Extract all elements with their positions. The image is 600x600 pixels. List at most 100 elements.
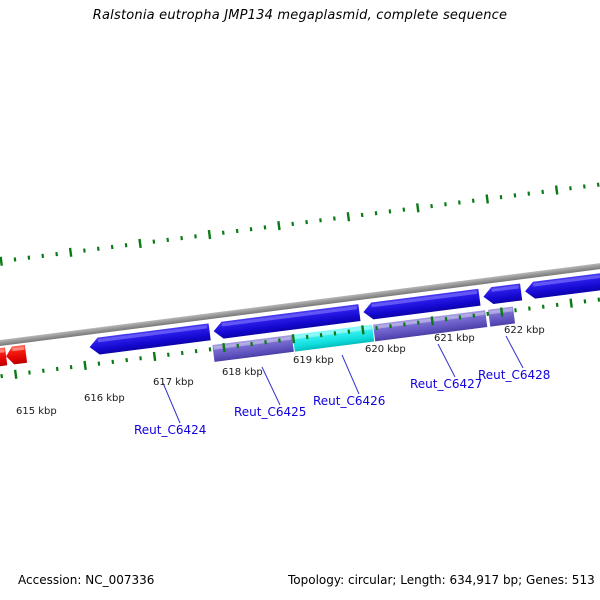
ruler-minor-tick — [444, 202, 447, 207]
gene-arrow-highlight — [97, 325, 208, 343]
ruler-minor-tick — [458, 315, 462, 320]
ruler-major-tick — [416, 203, 420, 213]
gene-label[interactable]: Reut_C6427 — [410, 377, 482, 391]
ruler-minor-tick — [458, 200, 461, 205]
ruler-minor-tick — [152, 239, 156, 244]
ruler-minor-tick — [486, 311, 490, 316]
ruler-minor-tick — [360, 212, 364, 218]
ruler-major-tick — [554, 185, 559, 195]
scale-tick-label: 617 kbp — [153, 377, 194, 388]
ruler-major-tick — [430, 316, 435, 326]
ruler-minor-tick — [208, 347, 212, 352]
gene-feature-forward[interactable] — [213, 304, 361, 340]
gene-arrow-highlight — [371, 290, 477, 308]
gene-label[interactable]: Reut_C6424 — [134, 423, 206, 437]
ruler-minor-tick — [166, 352, 170, 357]
ruler-minor-tick — [42, 368, 45, 373]
ruler-minor-tick — [541, 189, 545, 194]
gene-label[interactable]: Reut_C6425 — [234, 405, 306, 419]
rrna-feature[interactable] — [0, 347, 8, 367]
ruler-major-tick — [68, 247, 73, 257]
ruler-minor-tick — [374, 211, 378, 216]
ruler-minor-tick — [263, 225, 267, 230]
ruler-minor-tick — [499, 195, 503, 200]
ruler-minor-tick — [194, 234, 197, 239]
ruler-minor-tick — [528, 306, 531, 311]
gene-bar-shape[interactable] — [212, 334, 294, 362]
ruler-minor-tick — [83, 248, 86, 253]
ruler-minor-tick — [375, 325, 378, 331]
ruler-major-tick — [499, 307, 504, 317]
ruler-major-tick — [346, 212, 351, 222]
ruler-minor-tick — [582, 184, 586, 189]
ruler-major-tick — [207, 229, 212, 240]
page-title: Ralstonia eutropha JMP134 megaplasmid, c… — [92, 8, 508, 23]
ruler-minor-tick — [472, 313, 476, 318]
ruler-minor-tick — [13, 257, 17, 262]
ruler-minor-tick — [180, 350, 184, 356]
ruler-minor-tick — [319, 333, 323, 338]
gene-arrow-highlight — [533, 274, 600, 287]
rrna-feature-group — [0, 344, 28, 367]
gene-feature-forward[interactable] — [524, 273, 600, 300]
scale-tick-label: 616 kbp — [84, 393, 125, 404]
forward-strand-gene-track[interactable] — [89, 273, 600, 356]
ruler-major-tick — [152, 351, 157, 362]
ruler-minor-tick — [389, 324, 392, 329]
gene-bar-highlight — [374, 311, 485, 330]
gene-bar-shape[interactable] — [373, 310, 488, 342]
outer-ruler-track — [0, 182, 600, 266]
ruler-minor-tick — [514, 308, 517, 313]
ruler-minor-tick — [278, 338, 281, 343]
gene-label[interactable]: Reut_C6426 — [313, 394, 385, 408]
ruler-minor-tick — [333, 331, 337, 336]
gene-feature-forward[interactable] — [89, 323, 211, 355]
ruler-minor-tick — [513, 193, 517, 198]
gene-label[interactable]: Reut_C6428 — [478, 368, 550, 382]
ruler-minor-tick — [110, 244, 114, 250]
genome-backbone-line — [0, 256, 600, 351]
scale-tick-label: 620 kbp — [365, 344, 406, 355]
ruler-minor-tick — [388, 209, 392, 214]
ruler-minor-tick — [597, 297, 600, 302]
ruler-minor-tick — [305, 219, 308, 225]
ruler-major-tick — [83, 360, 87, 371]
ruler-minor-tick — [402, 207, 406, 212]
ruler-major-tick — [277, 221, 281, 231]
scale-tick-label: 618 kbp — [222, 367, 263, 378]
ruler-major-tick — [485, 194, 489, 204]
ruler-minor-tick — [416, 320, 420, 325]
gene-label-leader-line — [261, 366, 281, 406]
ruler-major-tick — [0, 256, 3, 266]
ruler-minor-tick — [430, 203, 433, 209]
gene-bar-shape[interactable] — [488, 306, 516, 327]
ruler-minor-tick — [333, 216, 336, 221]
ruler-minor-tick — [555, 302, 559, 308]
ruler-minor-tick — [291, 221, 295, 226]
ruler-minor-tick — [96, 246, 100, 251]
gene-label-leader-line — [162, 382, 181, 424]
ruler-minor-tick — [41, 253, 45, 259]
scale-tick-label: 615 kbp — [16, 406, 57, 417]
ruler-minor-tick — [541, 304, 545, 309]
inner-ruler-track — [0, 297, 600, 379]
ruler-minor-tick — [55, 366, 59, 372]
gene-feature-forward[interactable] — [362, 288, 481, 321]
ruler-minor-tick — [569, 186, 572, 191]
ruler-minor-tick — [347, 329, 351, 334]
scale-tick-label: 621 kbp — [434, 333, 475, 344]
gene-feature-reverse[interactable] — [373, 310, 488, 342]
gene-feature-forward[interactable] — [482, 283, 523, 305]
ruler-minor-tick — [471, 198, 475, 203]
ruler-minor-tick — [69, 365, 73, 370]
rrna-feature[interactable] — [5, 344, 28, 365]
gene-feature-reverse[interactable] — [292, 324, 375, 352]
ruler-minor-tick — [124, 243, 128, 248]
ruler-minor-tick — [596, 182, 600, 187]
reverse-strand-gene-track[interactable] — [212, 306, 516, 362]
ruler-minor-tick — [28, 370, 31, 375]
map-label-layer: 615 kbp 616 kbp 617 kbp 618 kbp 619 kbp 620 k… — [16, 325, 550, 437]
gene-bar-shape[interactable] — [292, 324, 375, 352]
